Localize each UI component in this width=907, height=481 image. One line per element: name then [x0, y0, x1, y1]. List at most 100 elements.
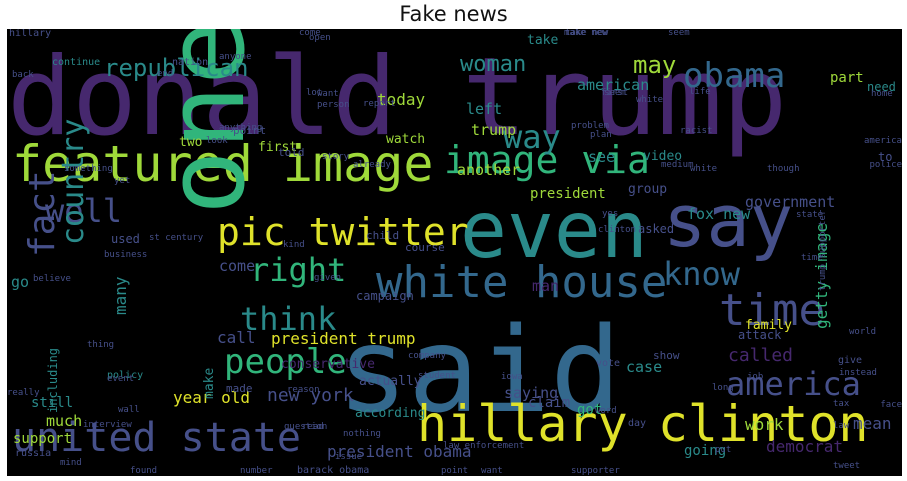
cloud-word: really — [7, 388, 40, 398]
cloud-word: iowa — [501, 372, 523, 382]
cloud-word: claim — [528, 395, 571, 411]
cloud-word: vote — [596, 358, 621, 369]
cloud-word: two — [179, 135, 203, 150]
cloud-word: new york — [267, 385, 354, 406]
cloud-word: today — [377, 90, 426, 109]
cloud-word: plan — [590, 130, 612, 140]
cloud-word: open — [309, 33, 331, 43]
cloud-word: wall — [118, 405, 140, 415]
cloud-word: according — [355, 406, 426, 421]
cloud-word: white — [690, 164, 718, 174]
cloud-word: job — [747, 372, 764, 382]
cloud-word: even — [460, 186, 648, 276]
cloud-word: end — [157, 69, 174, 79]
cloud-word: report — [363, 99, 396, 109]
word-cloud: donald trump featured image image via say ev… — [7, 29, 902, 476]
cloud-word: conservative — [281, 357, 375, 372]
cloud-word: problem — [571, 121, 609, 131]
cloud-word: hillary clinton — [417, 395, 869, 453]
cloud-word: long — [712, 383, 734, 393]
cloud-word: work — [745, 415, 784, 434]
cloud-word: show — [653, 349, 680, 362]
cloud-word: may — [633, 51, 677, 79]
cloud-word: people — [224, 342, 347, 382]
cloud-word: another — [457, 161, 521, 179]
cloud-word: left — [466, 100, 503, 118]
cloud-word: democrat — [766, 437, 844, 456]
cloud-word: st century — [149, 233, 204, 243]
cloud-word: case — [626, 358, 663, 376]
cloud-word: trump supporter — [818, 209, 828, 291]
cloud-word: first — [601, 88, 629, 98]
cloud-word: donald trump — [7, 35, 788, 160]
cloud-word: called — [728, 345, 794, 366]
cloud-word: person — [317, 100, 350, 110]
cloud-word: want — [317, 89, 339, 99]
cloud-word: actually — [359, 374, 422, 389]
cloud-word: put — [715, 445, 732, 455]
cloud-word: mean — [853, 414, 892, 433]
cloud-word: yes — [602, 209, 619, 219]
cloud-word: many — [111, 276, 130, 315]
cloud-word: to — [878, 150, 893, 164]
cloud-word: take — [527, 33, 559, 48]
cloud-word: face — [880, 400, 902, 410]
cloud-word: kind — [283, 240, 305, 250]
cloud-word: student — [418, 371, 456, 381]
cloud-word: president trump — [271, 329, 416, 348]
cloud-word: white — [636, 95, 664, 105]
cloud-word: reason — [287, 385, 320, 395]
cloud-word: america — [726, 365, 861, 403]
cloud-word: clinton — [598, 225, 636, 235]
cloud-word: tweet — [833, 461, 861, 471]
cloud-word: call — [217, 328, 256, 347]
cloud-word: medium — [661, 160, 694, 170]
cloud-word: trump — [471, 121, 517, 139]
cloud-word: instead — [839, 368, 877, 378]
cloud-word: barack obama — [297, 465, 370, 476]
cloud-word: told — [278, 146, 305, 159]
cloud-word: video — [643, 149, 683, 164]
cloud-word: attack — [738, 328, 782, 342]
cloud-word: state — [796, 210, 824, 220]
chart-title: Fake news — [399, 2, 508, 26]
cloud-word: event — [107, 374, 135, 384]
cloud-word: anyone — [219, 52, 252, 62]
cloud-word: given — [314, 273, 342, 283]
cloud-word: know — [663, 255, 741, 293]
cloud-word: president — [530, 186, 606, 202]
cloud-word: issue — [335, 452, 363, 462]
cloud-word: come — [299, 29, 321, 38]
cloud-word: police — [869, 160, 902, 170]
cloud-word: read — [302, 422, 324, 432]
cloud-word: time — [801, 253, 823, 263]
cloud-word: year old — [173, 388, 251, 407]
cloud-word: want — [481, 466, 503, 476]
cloud-word: seem — [604, 88, 626, 98]
cloud-word: mind — [60, 458, 82, 468]
cloud-word: tax — [833, 399, 850, 409]
cloud-word: take new — [565, 29, 609, 38]
cloud-word: watch — [386, 132, 426, 147]
cloud-word: make new — [564, 29, 608, 38]
cloud-word: yet — [114, 176, 131, 186]
cloud-word: man — [532, 277, 560, 295]
cloud-word: including — [46, 347, 60, 413]
cloud-word: racist — [680, 126, 713, 136]
cloud-word: go — [11, 273, 30, 291]
cloud-word: life — [689, 87, 711, 97]
cloud-word: word — [595, 406, 617, 416]
cloud-word: asked — [638, 222, 675, 236]
cloud-word: republican — [104, 54, 249, 82]
cloud-word: country — [56, 118, 91, 245]
cloud-word: lot — [306, 88, 323, 98]
cloud-word: day — [628, 418, 647, 429]
cloud-word: law enforcement — [443, 441, 525, 451]
cloud-word: much — [46, 412, 83, 430]
cloud-word: nation — [172, 57, 209, 68]
cloud-word: obama — [683, 56, 786, 96]
cloud-word: united state — [12, 415, 301, 461]
cloud-word: seem — [668, 29, 690, 38]
cloud-word: got — [577, 402, 603, 418]
cloud-word: company — [408, 351, 446, 361]
